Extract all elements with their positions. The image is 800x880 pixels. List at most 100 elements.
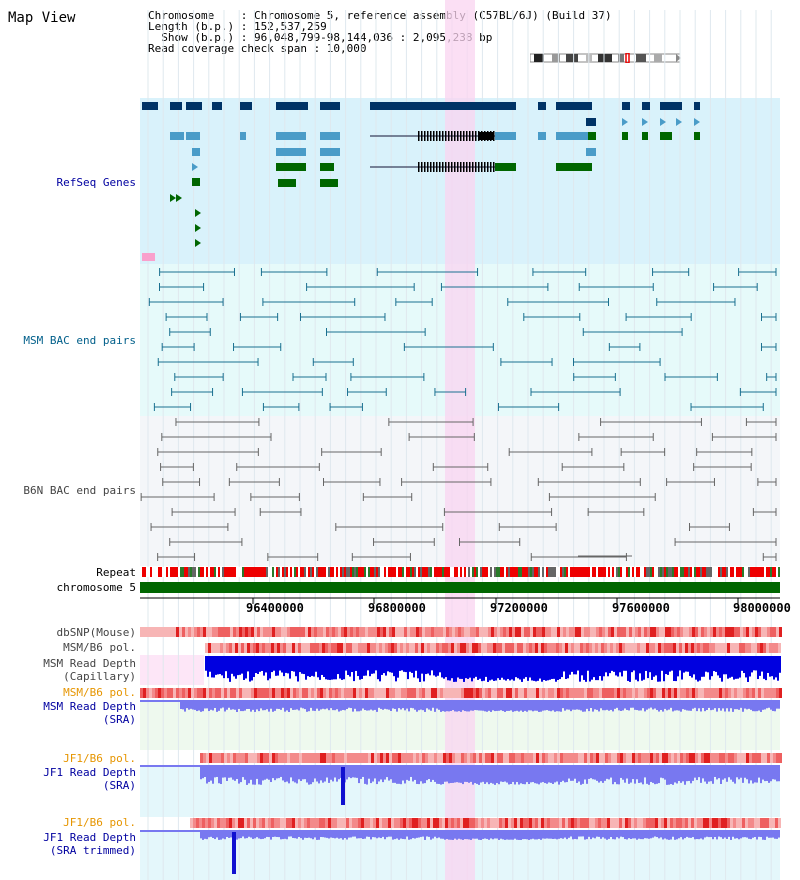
track-label-refseq[interactable]: RefSeq Genes	[56, 176, 136, 189]
exon-tick	[421, 162, 423, 172]
depth-bar	[470, 702, 472, 711]
repeat-element	[474, 567, 476, 577]
track-label-msm-b6-pol-sra[interactable]: MSM/B6 pol.	[63, 686, 136, 699]
depth-bar	[276, 702, 278, 709]
gene-arrow	[176, 194, 182, 202]
depth-bar	[644, 702, 646, 712]
repeat-element	[632, 567, 634, 577]
depth-bar	[679, 656, 681, 671]
polymorphism-bin	[689, 627, 692, 637]
repeat-element	[738, 567, 740, 577]
depth-bar	[360, 767, 362, 779]
depth-bar	[656, 832, 658, 838]
polymorphism-bin	[643, 818, 646, 828]
depth-bar	[382, 832, 384, 837]
polymorphism-bin	[572, 753, 575, 763]
depth-bar	[542, 767, 544, 783]
track-label-dbsnp[interactable]: dbSNP(Mouse)	[56, 626, 136, 639]
polymorphism-bin	[754, 643, 757, 653]
polymorphism-bin	[703, 643, 706, 653]
track-label-msm-depth-sra[interactable]: MSM Read Depth (SRA)	[0, 700, 136, 726]
depth-bar	[519, 656, 521, 680]
gene-exon	[370, 102, 516, 110]
depth-bar	[282, 702, 284, 708]
gene-exon	[276, 132, 306, 140]
track-label-b6n-bac[interactable]: B6N BAC end pairs	[23, 484, 136, 497]
depth-bar	[298, 832, 300, 837]
gene-exon	[276, 102, 308, 110]
depth-bar	[753, 656, 755, 671]
depth-bar	[460, 702, 462, 712]
polymorphism-bin	[424, 818, 427, 828]
depth-bar	[534, 702, 536, 711]
depth-bar	[332, 767, 334, 782]
polymorphism-bin	[712, 643, 715, 653]
depth-bar	[746, 702, 748, 710]
depth-bar	[316, 832, 318, 840]
depth-bar	[736, 767, 738, 778]
jf1-trim-bg	[140, 830, 780, 880]
polymorphism-bin	[536, 627, 539, 637]
track-label-jf1-pol[interactable]: JF1/B6 pol.	[63, 752, 136, 765]
polymorphism-bin	[680, 688, 683, 698]
polymorphism-bin	[296, 688, 299, 698]
polymorphism-bin	[557, 753, 560, 763]
polymorphism-bin	[242, 753, 245, 763]
polymorphism-bin	[478, 818, 481, 828]
polymorphism-bin	[260, 627, 263, 637]
chromosome-ideogram[interactable]	[530, 53, 682, 63]
track-label-chromosome[interactable]: chromosome 5	[56, 581, 136, 594]
depth-bar	[198, 702, 200, 711]
polymorphism-bin	[395, 753, 398, 763]
depth-bar	[652, 702, 654, 710]
polymorphism-bin	[278, 753, 281, 763]
polymorphism-bin	[356, 688, 359, 698]
polymorphism-bin	[404, 688, 407, 698]
repeat-element	[216, 567, 218, 577]
depth-bar	[347, 656, 349, 675]
depth-bar	[720, 832, 722, 838]
exon-tick	[469, 162, 471, 172]
polymorphism-bin	[556, 643, 559, 653]
depth-bar	[767, 656, 769, 673]
depth-bar	[222, 832, 224, 839]
depth-bar	[271, 656, 273, 673]
polymorphism-bin	[761, 753, 764, 763]
depth-bar	[214, 702, 216, 708]
track-label-jf1-depth-trimmed[interactable]: JF1 Read Depth (SRA trimmed)	[0, 831, 136, 857]
polymorphism-bin	[485, 753, 488, 763]
depth-bar	[566, 832, 568, 840]
depth-bar	[192, 702, 194, 710]
depth-bar	[590, 767, 592, 779]
depth-bar	[642, 767, 644, 785]
track-label-msm-b6-pol[interactable]: MSM/B6 pol.	[63, 641, 136, 654]
polymorphism-bin	[454, 643, 457, 653]
track-label-jf1-depth-sra[interactable]: JF1 Read Depth (SRA)	[0, 766, 136, 792]
polymorphism-bin	[745, 818, 748, 828]
track-label-jf1-pol-trimmed[interactable]: JF1/B6 pol.	[63, 816, 136, 829]
depth-bar	[665, 656, 667, 675]
polymorphism-bin	[656, 753, 659, 763]
track-label-msm-depth-capillary[interactable]: MSM Read Depth (Capillary)	[0, 657, 136, 683]
repeat-element	[566, 567, 568, 577]
depth-bar	[384, 832, 386, 840]
depth-bar	[482, 767, 484, 782]
gene-exon	[192, 178, 200, 186]
depth-bar	[243, 656, 245, 680]
repeat-element	[322, 567, 324, 577]
depth-bar	[758, 702, 760, 711]
depth-bar	[755, 656, 757, 671]
repeat-element	[530, 567, 532, 577]
depth-bar	[294, 702, 296, 710]
depth-bar	[508, 767, 510, 785]
depth-bar	[556, 702, 558, 712]
depth-bar	[569, 656, 571, 675]
depth-bar	[514, 832, 516, 839]
depth-bar	[504, 832, 506, 840]
depth-bar	[730, 702, 732, 709]
track-label-repeat[interactable]: Repeat	[96, 566, 136, 579]
repeat-element	[180, 567, 182, 577]
track-label-msm-bac[interactable]: MSM BAC end pairs	[23, 334, 136, 347]
depth-bar	[662, 832, 664, 840]
